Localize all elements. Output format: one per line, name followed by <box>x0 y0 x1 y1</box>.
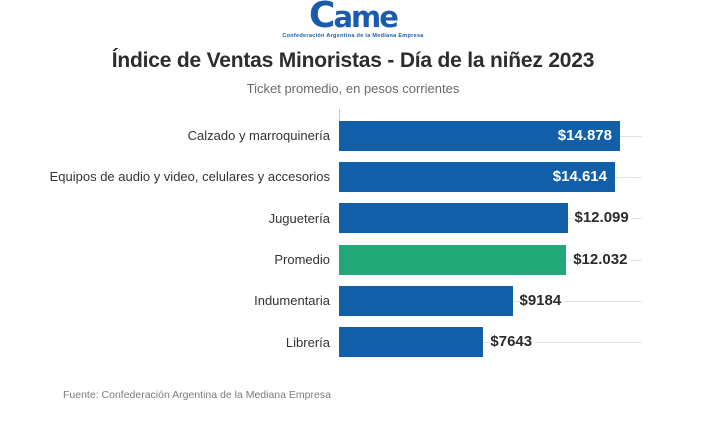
bar-label: Juguetería <box>268 210 330 226</box>
bar-value: $9184 <box>519 285 565 316</box>
bar-track: $12.032 <box>339 239 642 280</box>
bar-label: Librería <box>285 334 330 350</box>
bar-track: $12.099 <box>339 198 642 239</box>
came-logo: Came Confederación Argentina de la Media… <box>0 0 706 40</box>
bar <box>339 327 484 358</box>
chart-row: Librería $7643 <box>0 321 706 362</box>
bar-value: $12.099 <box>574 203 632 234</box>
bar-label: Calzado y marroquinería <box>187 128 330 144</box>
source-note: Fuente: Confederación Argentina de la Me… <box>63 389 331 401</box>
bar-value: $14.614 <box>552 167 607 185</box>
chart-row: Equipos de audio y video, celulares y ac… <box>0 156 706 197</box>
bar-track: $9184 <box>339 280 642 321</box>
bar-label: Promedio <box>274 252 330 268</box>
bar-track: $14.614 <box>339 156 642 197</box>
bar-chart: Calzado y marroquinería $14.878 Equipos … <box>0 109 706 363</box>
chart-title: Índice de Ventas Minoristas - Día de la … <box>111 49 595 72</box>
chart-subtitle: Ticket promedio, en pesos corrientes <box>246 81 460 96</box>
bar-value: $14.878 <box>557 126 612 144</box>
bar-label: Equipos de audio y video, celulares y ac… <box>49 169 330 185</box>
bar <box>339 244 567 275</box>
bar <box>339 285 513 316</box>
bar <box>339 161 615 192</box>
bar-value: $12.032 <box>573 244 631 275</box>
chart-row: Promedio $12.032 <box>0 239 706 280</box>
chart-rows: Calzado y marroquinería $14.878 Equipos … <box>0 115 706 363</box>
axis-tick <box>339 109 340 121</box>
bar-value: $7643 <box>490 327 536 358</box>
bar <box>339 203 568 234</box>
bar-label: Indumentaria <box>254 293 330 309</box>
bar-track: $14.878 <box>339 115 642 156</box>
chart-row: Juguetería $12.099 <box>0 198 706 239</box>
came-logo-tagline: Confederación Argentina de la Mediana Em… <box>282 33 424 39</box>
chart-row: Calzado y marroquinería $14.878 <box>0 115 706 156</box>
bar <box>339 120 620 151</box>
bar-track: $7643 <box>339 321 642 362</box>
came-wordmark-text: Came <box>309 0 399 36</box>
chart-row: Indumentaria $9184 <box>0 280 706 321</box>
